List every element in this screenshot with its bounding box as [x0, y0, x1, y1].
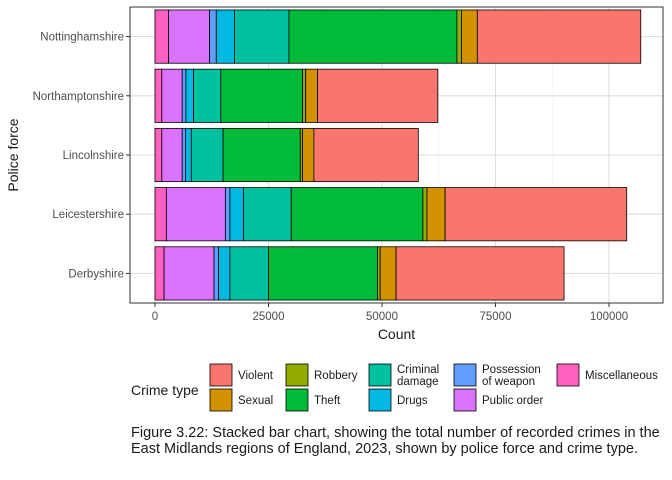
bar-segment	[379, 246, 397, 301]
legend-key	[453, 363, 477, 387]
legend-label: Public order	[482, 395, 544, 407]
bar-segment	[229, 187, 244, 242]
bar-segment	[377, 246, 381, 301]
bar-segment	[395, 246, 565, 301]
bar-segment	[243, 187, 292, 242]
x-tick-label: 50000	[366, 311, 398, 323]
bar-segment	[313, 127, 419, 183]
bar-segment	[154, 246, 165, 301]
x-tick-label: 25000	[253, 311, 285, 323]
bar-segment	[456, 9, 462, 64]
x-tick-label: 100000	[590, 311, 628, 323]
bar-segment	[220, 68, 303, 123]
legend-label: Sexual	[238, 395, 273, 407]
bar-segment	[302, 127, 315, 183]
bar-segment	[163, 246, 215, 301]
bar-segment	[476, 9, 642, 64]
legend-label: Criminal damage	[397, 364, 439, 388]
bar-segment	[213, 246, 219, 301]
bar-segment	[218, 246, 231, 301]
legend-key	[285, 388, 309, 412]
bar-segment	[317, 68, 439, 123]
bar-segment	[193, 68, 222, 123]
legend-key	[453, 388, 477, 412]
bar-segment	[290, 187, 424, 242]
bar-segment	[168, 9, 210, 64]
bar-segment	[305, 68, 318, 123]
bar-segment	[181, 68, 187, 123]
bar-segment	[461, 9, 478, 64]
bar-segment	[190, 127, 224, 183]
y-tick-label: Nottinghamshire	[40, 32, 124, 44]
bar-segment	[154, 68, 163, 123]
legend-label: Drugs	[397, 395, 428, 407]
bar-segment	[215, 9, 235, 64]
y-axis-title: Police force	[5, 118, 21, 191]
bar-segment	[154, 187, 167, 242]
x-axis-ticks: 0 25000 50000 75000 100000	[152, 303, 628, 323]
legend-key	[209, 388, 233, 412]
bar-segment	[185, 68, 194, 123]
bar-segment	[422, 187, 428, 242]
y-axis-ticks: Derbyshire Leicestershire Lincolnshire Nort…	[33, 32, 130, 280]
bar-segment	[234, 9, 290, 64]
legend-label: Violent	[238, 370, 274, 382]
legend-label: Miscellaneous	[585, 370, 658, 382]
bar-segment	[154, 127, 163, 183]
bar-segment	[181, 127, 186, 183]
bar-segment	[161, 68, 183, 123]
legend: Crime type Violent Sexual Robbery Theft Crim…	[131, 363, 658, 412]
legend-label: Possession of weapon	[482, 364, 541, 388]
bar-segment	[268, 246, 378, 301]
bar-segment	[209, 9, 217, 64]
y-tick-label: Northamptonshire	[33, 91, 124, 103]
legend-key	[209, 363, 233, 387]
legend-title: Crime type	[131, 382, 199, 398]
bar-segment	[302, 68, 307, 123]
x-tick-label: 75000	[480, 311, 512, 323]
legend-key	[368, 363, 392, 387]
bar-segment	[288, 9, 458, 64]
bar-segment	[165, 187, 226, 242]
bar-segment	[444, 187, 628, 242]
legend-key	[285, 363, 309, 387]
bar-segment	[426, 187, 446, 242]
y-tick-label: Lincolnshire	[63, 150, 124, 162]
bar-segment	[224, 187, 231, 242]
bar-segment	[222, 127, 301, 183]
bars	[154, 9, 642, 301]
legend-label: Robbery	[314, 370, 358, 382]
bar-segment	[154, 9, 170, 64]
x-tick-label: 0	[152, 311, 158, 323]
y-tick-label: Leicestershire	[52, 209, 124, 221]
legend-label: Theft	[314, 395, 341, 407]
bar-segment	[161, 127, 183, 183]
x-axis-title: Count	[378, 326, 415, 342]
legend-key	[556, 363, 580, 387]
bar-segment	[185, 127, 192, 183]
bar-segment	[229, 246, 269, 301]
stacked-bar-chart: 0 25000 50000 75000 100000 Derbyshire Leicest…	[5, 6, 664, 412]
legend-key	[368, 388, 392, 412]
figure-caption: Figure 3.22: Stacked bar chart, showing …	[131, 425, 660, 457]
y-tick-label: Derbyshire	[68, 268, 124, 280]
